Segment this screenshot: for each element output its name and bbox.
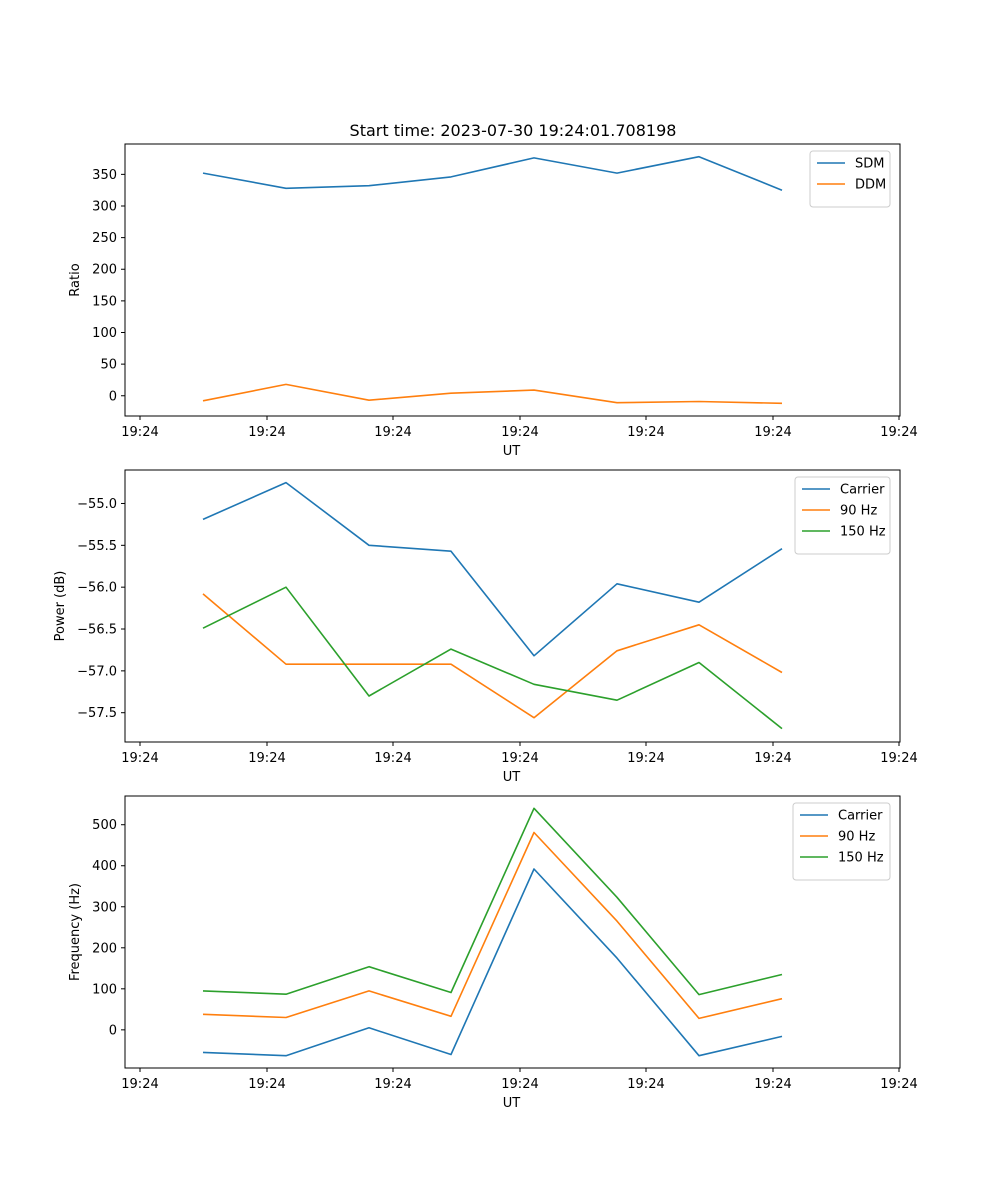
y-tick-label: 300 xyxy=(92,199,117,214)
legend-label: 90 Hz xyxy=(840,504,877,519)
x-tick-label: 19:24 xyxy=(501,425,538,440)
chart-panels: 19:24 19:24 19:24 19:24 19:24 19:24 19:24 0 50 10… xyxy=(53,143,918,1111)
y-tick-label: 0 xyxy=(109,389,117,404)
axes-frame xyxy=(124,143,901,417)
series-line-90-hz xyxy=(202,593,783,719)
y-tick-label: 100 xyxy=(92,982,117,997)
y-axis-label: Ratio xyxy=(68,263,83,296)
y-tick-label: 500 xyxy=(92,818,117,833)
x-tick-label: 19:24 xyxy=(880,425,917,440)
x-tick-label: 19:24 xyxy=(754,425,791,440)
legend-label: 90 Hz xyxy=(838,830,875,845)
legend-box xyxy=(809,150,891,208)
legend-box xyxy=(792,802,891,881)
x-tick-label: 19:24 xyxy=(501,751,538,766)
y-tick-label: 250 xyxy=(92,231,117,246)
x-tick-label: 19:24 xyxy=(754,751,791,766)
y-tick-label: 200 xyxy=(92,263,117,278)
series-line-150-hz xyxy=(202,586,783,730)
series-line-carrier xyxy=(202,481,783,657)
legend-label: DDM xyxy=(855,178,886,193)
x-tick-label: 19:24 xyxy=(627,425,664,440)
y-axis-label: Frequency (Hz) xyxy=(68,883,83,981)
x-tick-label: 19:24 xyxy=(248,425,285,440)
y-tick-label: −55.0 xyxy=(77,497,117,512)
y-tick-label: −56.5 xyxy=(77,623,117,638)
y-tick-label: −57.5 xyxy=(77,706,117,721)
y-tick-label: −56.0 xyxy=(77,581,117,596)
chart-panel-3: 19:24 19:24 19:24 19:24 19:24 19:24 19:24 0 100 2… xyxy=(68,795,918,1111)
legend-label: Carrier xyxy=(838,809,883,824)
y-tick-label: 0 xyxy=(109,1023,117,1038)
y-tick-label: 100 xyxy=(92,326,117,341)
series-line-sdm xyxy=(202,155,783,191)
y-tick-label: 350 xyxy=(92,168,117,183)
y-tick-label: 50 xyxy=(100,358,117,373)
axes-frame xyxy=(124,795,901,1069)
legend-label: 150 Hz xyxy=(838,851,884,866)
x-tick-label: 19:24 xyxy=(248,751,285,766)
legend: Carrier 90 Hz 150 Hz xyxy=(792,802,891,881)
x-axis-label: UT xyxy=(503,1096,521,1111)
chart-panel-1: 19:24 19:24 19:24 19:24 19:24 19:24 19:24 0 50 10… xyxy=(68,143,918,459)
x-axis-label: UT xyxy=(503,770,521,785)
legend: Carrier 90 Hz 150 Hz xyxy=(794,476,891,555)
y-tick-label: 150 xyxy=(92,294,117,309)
x-tick-label: 19:24 xyxy=(374,751,411,766)
x-tick-label: 19:24 xyxy=(248,1077,285,1092)
series-line-ddm xyxy=(202,383,783,405)
x-tick-label: 19:24 xyxy=(121,425,158,440)
series-line-carrier xyxy=(202,868,783,1057)
x-tick-label: 19:24 xyxy=(754,1077,791,1092)
y-tick-label: −55.5 xyxy=(77,539,117,554)
x-tick-label: 19:24 xyxy=(627,751,664,766)
legend-label: 150 Hz xyxy=(840,525,886,540)
legend-label: SDM xyxy=(855,157,884,172)
legend-label: Carrier xyxy=(840,483,885,498)
x-tick-label: 19:24 xyxy=(121,1077,158,1092)
x-tick-label: 19:24 xyxy=(880,1077,917,1092)
x-axis-label: UT xyxy=(503,444,521,459)
y-axis-label: Power (dB) xyxy=(53,571,68,642)
x-tick-label: 19:24 xyxy=(501,1077,538,1092)
series-line-90-hz xyxy=(202,831,783,1020)
x-tick-label: 19:24 xyxy=(627,1077,664,1092)
x-tick-label: 19:24 xyxy=(880,751,917,766)
axes-frame xyxy=(124,469,901,743)
chart-title: Start time: 2023-07-30 19:24:01.708198 xyxy=(350,121,677,140)
legend: SDM DDM xyxy=(809,150,891,208)
series-line-150-hz xyxy=(202,807,783,996)
y-tick-label: −57.0 xyxy=(77,664,117,679)
y-tick-label: 400 xyxy=(92,859,117,874)
x-tick-label: 19:24 xyxy=(374,1077,411,1092)
x-tick-label: 19:24 xyxy=(121,751,158,766)
y-tick-label: 300 xyxy=(92,900,117,915)
y-tick-label: 200 xyxy=(92,941,117,956)
x-tick-label: 19:24 xyxy=(374,425,411,440)
legend-box xyxy=(794,476,891,555)
chart-panel-2: 19:24 19:24 19:24 19:24 19:24 19:24 19:24 −57.5… xyxy=(53,469,918,785)
